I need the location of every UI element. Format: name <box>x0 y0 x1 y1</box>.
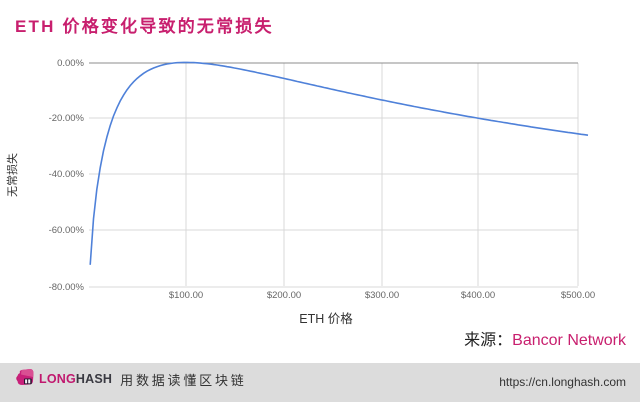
svg-text:$100.00: $100.00 <box>169 290 203 301</box>
svg-text:$200.00: $200.00 <box>267 290 301 301</box>
svg-text:$500.00: $500.00 <box>561 290 595 301</box>
svg-text:$300.00: $300.00 <box>365 290 399 301</box>
svg-text:-60.00%: -60.00% <box>49 225 85 236</box>
svg-text:$400.00: $400.00 <box>461 290 495 301</box>
svg-text:ETH 价格: ETH 价格 <box>299 311 353 326</box>
svg-text:-40.00%: -40.00% <box>49 169 85 180</box>
svg-text:-20.00%: -20.00% <box>49 113 85 124</box>
svg-text:无常损失: 无常损失 <box>5 153 19 197</box>
svg-text:-80.00%: -80.00% <box>49 282 85 293</box>
svg-text:0.00%: 0.00% <box>57 58 84 69</box>
